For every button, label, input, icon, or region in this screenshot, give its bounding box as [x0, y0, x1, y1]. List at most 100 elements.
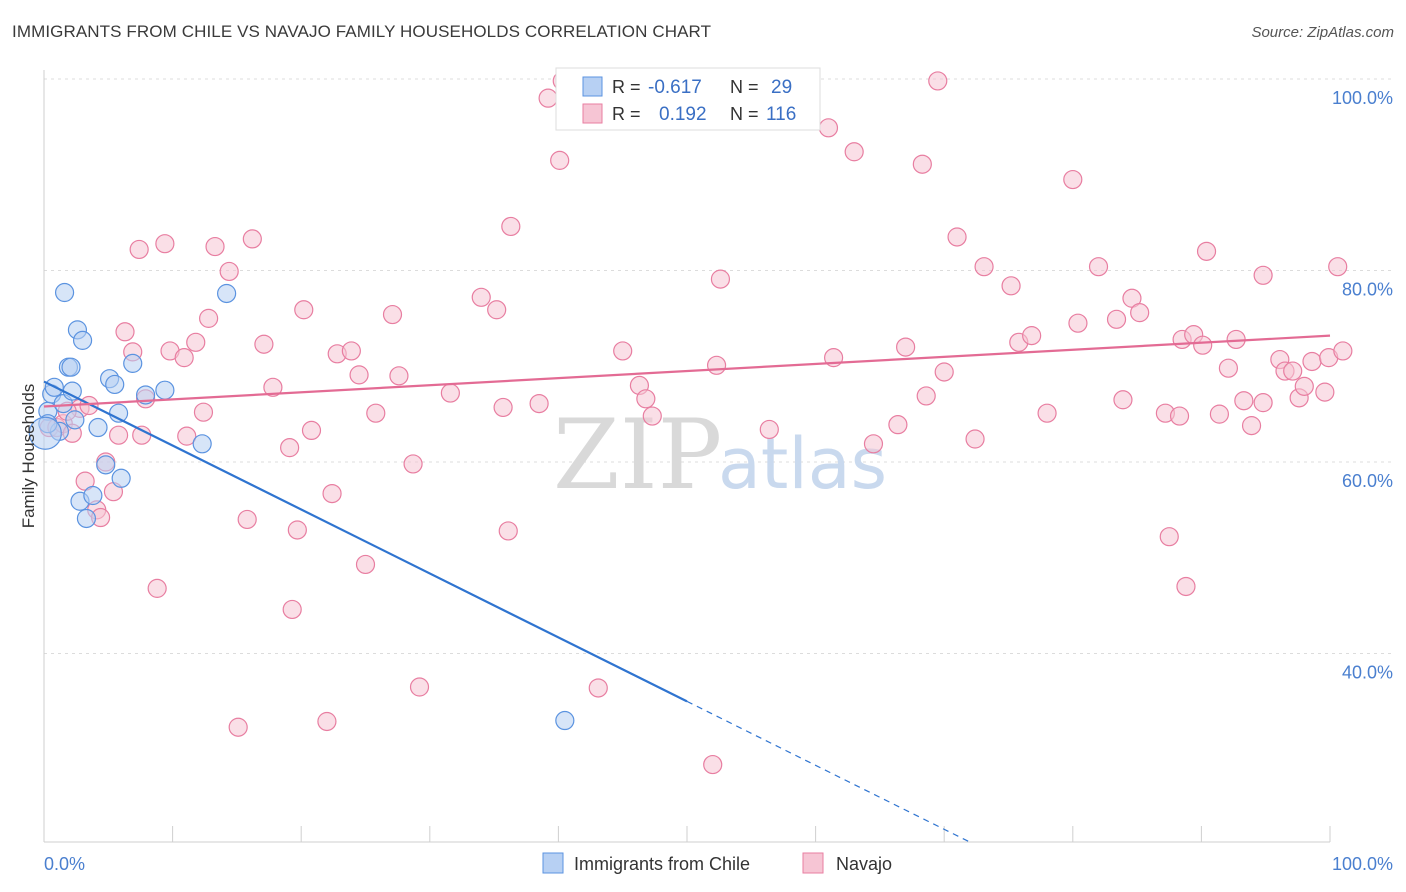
- pink-point-52: [529, 393, 549, 414]
- pink-point-68: [863, 434, 884, 454]
- pink-point-23: [205, 236, 225, 257]
- pink-point-79: [1001, 276, 1021, 296]
- pink-point-18: [174, 348, 194, 368]
- pink-point-29: [263, 377, 283, 397]
- pink-point-92: [1169, 406, 1190, 426]
- chart-title: IMMIGRANTS FROM CHILE VS NAVAJO FAMILY H…: [12, 22, 712, 41]
- y-tick-label-80: 80.0%: [1342, 280, 1393, 300]
- pink-point-66: [818, 118, 839, 138]
- y-tick-labels: 100.0% 80.0% 60.0% 40.0%: [1332, 88, 1393, 683]
- legend-r-value-1: -0.617: [648, 77, 702, 98]
- pink-point-21: [193, 402, 214, 422]
- pink-point-51: [501, 216, 521, 237]
- pink-point-19: [177, 426, 197, 446]
- blue-point-20: [111, 468, 131, 488]
- pink-point-25: [228, 717, 248, 737]
- pink-point-42: [382, 304, 403, 325]
- pink-point-48: [487, 300, 507, 320]
- pink-point-43: [389, 366, 409, 386]
- x-tick-label-min: 0.0%: [44, 854, 85, 874]
- chile-trend-line: [43, 380, 688, 703]
- pink-point-57: [613, 341, 633, 361]
- pink-point-44: [403, 454, 423, 474]
- pink-point-102: [1241, 416, 1262, 436]
- legend-swatch-blue: [582, 76, 603, 97]
- pink-point-46: [440, 383, 460, 403]
- x-tick-label-max: 100.0%: [1332, 854, 1393, 874]
- blue-point-8: [62, 381, 82, 401]
- pink-point-35: [317, 711, 337, 732]
- pink-point-34: [301, 420, 322, 441]
- y-tick-label-100: 100.0%: [1332, 88, 1393, 108]
- pink-point-26: [237, 509, 257, 530]
- pink-point-32: [287, 520, 307, 540]
- pink-point-15: [147, 578, 167, 598]
- pink-point-99: [1218, 358, 1239, 378]
- blue-point-15: [88, 417, 108, 438]
- pink-point-86: [1106, 309, 1127, 329]
- blue-point-12: [72, 330, 93, 350]
- pink-point-33: [294, 300, 314, 320]
- pink-point-41: [366, 403, 386, 423]
- pink-point-22: [199, 308, 219, 328]
- pink-point-103: [1253, 393, 1273, 413]
- pink-point-59: [636, 389, 656, 409]
- pink-point-56: [588, 678, 608, 698]
- pink-point-75: [934, 362, 954, 382]
- pink-point-49: [493, 397, 513, 418]
- pink-point-45: [409, 677, 430, 697]
- pink-point-76: [947, 227, 967, 247]
- pink-point-47: [471, 287, 491, 307]
- pink-point-89: [1130, 303, 1150, 323]
- pink-point-97: [1196, 241, 1217, 261]
- blue-point-5: [54, 282, 75, 303]
- pink-point-53: [538, 88, 558, 108]
- watermark-zip: ZIP: [553, 399, 722, 511]
- pink-point-77: [965, 429, 985, 449]
- pink-point-83: [1063, 169, 1083, 190]
- chile-trend-line-extension: [686, 700, 971, 843]
- legend-n-value-1: 29: [771, 77, 792, 98]
- pink-point-101: [1234, 391, 1254, 411]
- pink-point-84: [1068, 313, 1088, 333]
- pink-point-93: [1176, 576, 1196, 597]
- trend-lines: [43, 334, 1331, 843]
- pink-point-40: [355, 554, 376, 575]
- pink-point-91: [1159, 527, 1179, 547]
- legend-n-label-2: N =: [730, 104, 759, 124]
- bottom-legend-swatch-blue: [542, 852, 564, 874]
- y-axis-label: Family Households: [19, 384, 38, 529]
- pink-point-78: [974, 257, 994, 277]
- blue-point-9: [65, 410, 85, 430]
- blue-point-13: [76, 508, 97, 529]
- pink-point-110: [1302, 351, 1322, 372]
- blue-point-7: [61, 357, 81, 377]
- pink-point-54: [550, 150, 570, 170]
- pink-point-36: [322, 483, 342, 504]
- legend-swatch-pink: [582, 103, 603, 124]
- pink-point-38: [341, 341, 361, 361]
- pink-point-96: [1193, 335, 1213, 355]
- pink-point-63: [710, 269, 731, 289]
- legend-r-label-1: R =: [612, 77, 641, 97]
- watermark-atlas: atlas: [718, 423, 887, 505]
- x-axis-ticks: [43, 826, 1331, 842]
- pink-point-113: [1328, 257, 1348, 277]
- legend-n-label-1: N =: [730, 77, 759, 97]
- pink-point-27: [242, 229, 262, 249]
- pink-point-16: [155, 234, 175, 254]
- pink-point-61: [703, 754, 723, 775]
- pink-point-30: [280, 438, 300, 458]
- pink-point-62: [706, 355, 727, 375]
- bottom-legend-swatch-pink: [802, 852, 824, 874]
- pink-point-11: [115, 322, 135, 342]
- pink-point-64: [759, 419, 779, 440]
- legend-r-value-2: 0.192: [659, 104, 707, 125]
- blue-point-24: [192, 434, 212, 454]
- pink-point-109: [1294, 376, 1314, 396]
- pink-point-13: [129, 239, 149, 260]
- pink-point-116: [79, 395, 99, 416]
- legend-n-value-2: 116: [766, 104, 796, 125]
- pink-point-60: [642, 406, 662, 426]
